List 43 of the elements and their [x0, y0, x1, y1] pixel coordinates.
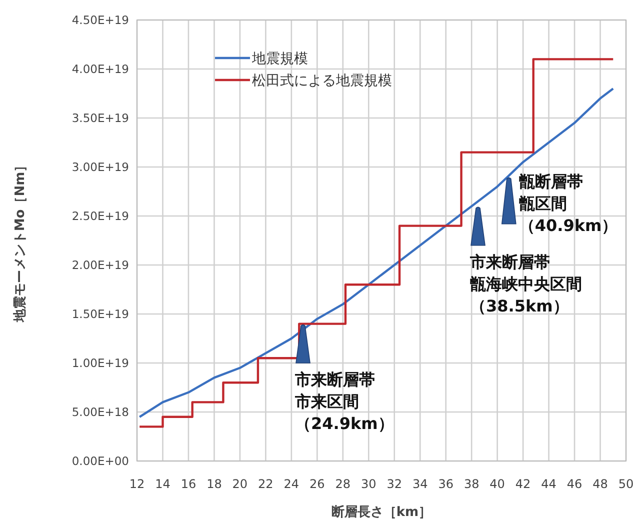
y-tick-label: 2.00E+19 — [72, 258, 129, 272]
y-tick-label: 0.00E+00 — [72, 454, 129, 468]
x-tick-label: 28 — [335, 477, 351, 491]
annotation: （38.5km） — [470, 296, 569, 316]
y-tick-label: 1.00E+19 — [72, 356, 129, 370]
y-axis-title: 地震モーメントMo［Nm］ — [13, 158, 28, 324]
y-tick-label: 1.50E+19 — [72, 307, 129, 321]
annotation: 市来断層帯 — [294, 370, 376, 389]
x-tick-label: 24 — [284, 477, 300, 491]
legend-label: 地震規模 — [251, 51, 308, 67]
y-tick-label: 4.00E+19 — [72, 62, 129, 76]
x-tick-label: 22 — [258, 477, 274, 491]
x-tick-label: 12 — [129, 477, 145, 491]
annotation: （40.9km） — [518, 216, 618, 235]
y-tick-label: 3.00E+19 — [72, 160, 129, 174]
x-tick-label: 18 — [206, 477, 222, 491]
x-tick-label: 44 — [541, 477, 556, 491]
x-tick-label: 38 — [464, 477, 480, 491]
legend-label: 松田式による地震規模 — [252, 73, 392, 89]
annotation: 市来断層帯 — [469, 252, 550, 272]
x-tick-label: 16 — [180, 477, 196, 491]
x-tick-label: 20 — [232, 477, 248, 491]
x-tick-label: 46 — [566, 477, 582, 491]
y-tick-label: 2.50E+19 — [72, 209, 129, 223]
x-tick-label: 34 — [412, 477, 428, 491]
x-tick-label: 32 — [386, 477, 402, 491]
annotation: 甑区間 — [518, 194, 567, 213]
x-tick-label: 26 — [310, 477, 325, 491]
x-tick-label: 50 — [618, 477, 633, 491]
x-tick-label: 14 — [155, 477, 170, 491]
x-tick-label: 42 — [515, 477, 531, 491]
x-tick-label: 30 — [360, 477, 376, 491]
y-tick-label: 5.00E+18 — [72, 405, 129, 419]
annotation: （24.9km） — [295, 414, 394, 433]
annotation: 市来区間 — [294, 392, 360, 411]
x-tick-label: 48 — [592, 477, 608, 491]
annotation: 甑海峡中央区間 — [470, 274, 582, 294]
annotation: 甑断層帯 — [518, 172, 583, 191]
y-tick-label: 4.50E+19 — [72, 13, 129, 27]
x-tick-label: 40 — [490, 477, 505, 491]
x-tick-label: 36 — [438, 477, 454, 491]
x-axis-title: 断層長さ［km］ — [331, 505, 432, 520]
y-tick-label: 3.50E+19 — [72, 111, 129, 125]
